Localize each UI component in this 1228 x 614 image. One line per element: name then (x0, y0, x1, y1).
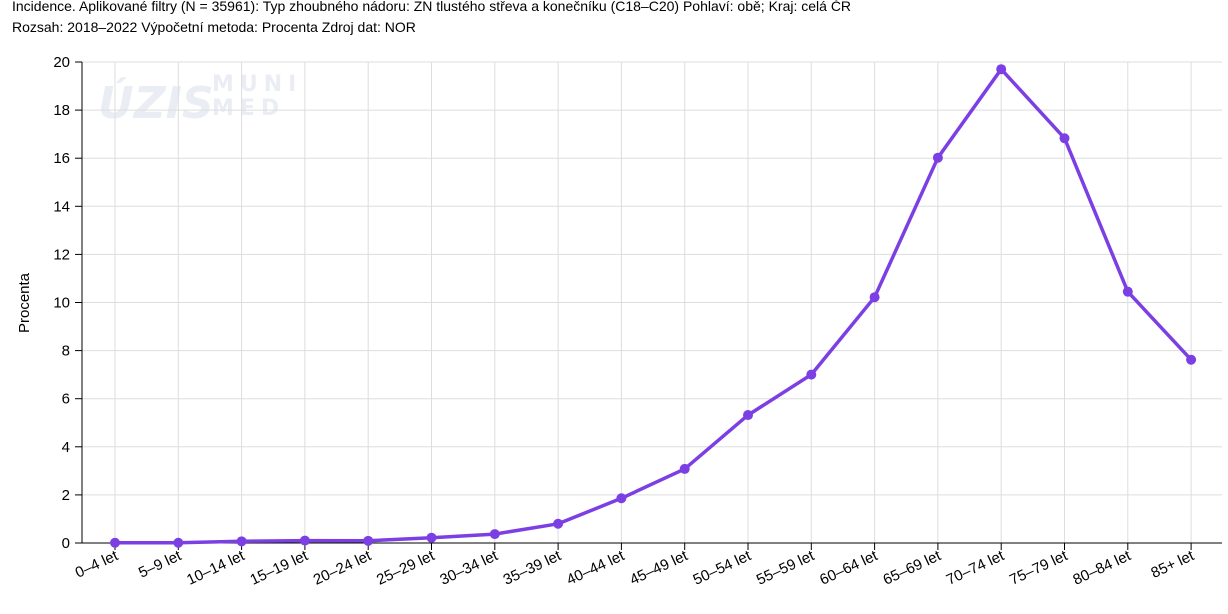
watermark-muni-text: MUNI (212, 72, 302, 97)
data-point[interactable] (1186, 354, 1197, 365)
y-tick-label: 10 (53, 295, 70, 312)
x-tick-label: 10–14 let (184, 547, 248, 589)
x-tick-label: 70–74 let (944, 547, 1008, 589)
y-axis-label: Procenta (16, 272, 33, 333)
axes (75, 61, 1222, 550)
data-point[interactable] (173, 537, 184, 548)
x-tick-label: 40–44 let (564, 547, 628, 589)
data-point[interactable] (1122, 286, 1133, 297)
data-point[interactable] (616, 493, 627, 504)
y-tick-label: 2 (62, 487, 70, 504)
y-tick-label: 12 (53, 246, 70, 263)
data-point[interactable] (553, 518, 564, 529)
watermark-uzis-text: ÚZIS (98, 76, 214, 129)
data-point[interactable] (869, 292, 880, 303)
range-description: Rozsah: 2018–2022 Výpočetní metoda: Proc… (12, 19, 416, 35)
data-point[interactable] (1059, 133, 1070, 144)
data-point[interactable] (236, 536, 247, 547)
x-tick-label: 30–34 let (437, 547, 501, 589)
y-tick-label: 6 (62, 391, 70, 408)
data-point[interactable] (679, 463, 690, 474)
y-tick-label: 18 (53, 102, 70, 119)
data-point[interactable] (743, 410, 753, 421)
y-tick-label: 4 (62, 439, 70, 456)
x-tick-label: 15–19 let (247, 547, 311, 589)
x-tick-label: 60–64 let (817, 547, 881, 589)
x-tick-label: 85+ let (1148, 547, 1197, 582)
grid-lines (82, 61, 1222, 543)
data-point[interactable] (489, 529, 500, 540)
x-tick-label: 0–4 let (73, 547, 122, 582)
series-line (113, 67, 1193, 545)
data-point[interactable] (426, 532, 437, 543)
data-point[interactable] (932, 152, 943, 163)
x-tick-label: 50–54 let (691, 547, 755, 589)
x-tick-label: 80–84 let (1070, 547, 1134, 589)
y-tick-label: 14 (53, 198, 70, 215)
x-tick-label: 75–79 let (1007, 547, 1071, 589)
y-tick-labels: 0 2 4 6 8 10 12 14 16 18 20 (53, 54, 70, 552)
y-tick-label: 20 (53, 54, 70, 71)
y-tick-label: 16 (53, 150, 70, 167)
x-tick-label: 35–39 let (501, 547, 565, 589)
data-point[interactable] (363, 535, 374, 546)
series-group (110, 64, 1197, 548)
data-point[interactable] (806, 369, 817, 380)
filter-description: Incidence. Aplikované filtry (N = 35961)… (12, 0, 852, 14)
chart-header: Incidence. Aplikované filtry (N = 35961)… (12, 0, 851, 38)
x-tick-label: 55–59 let (754, 547, 818, 589)
x-tick-label: 25–29 let (374, 547, 438, 589)
data-point[interactable] (996, 64, 1007, 75)
x-tick-label: 65–69 let (880, 547, 944, 589)
x-tick-label: 45–49 let (627, 547, 691, 589)
data-point[interactable] (299, 535, 310, 546)
watermark-logo: ÚZIS MUNI MED (98, 72, 302, 129)
data-point[interactable] (110, 537, 120, 548)
x-tick-labels: 0–4 let 5–9 let 10–14 let 15–19 let 20–24 le… (73, 547, 1198, 589)
y-tick-label: 8 (62, 343, 70, 360)
y-tick-label: 0 (62, 535, 70, 552)
x-tick-label: 5–9 let (136, 547, 185, 582)
x-tick-label: 20–24 let (311, 547, 375, 589)
watermark-med-text: MED (212, 96, 285, 121)
